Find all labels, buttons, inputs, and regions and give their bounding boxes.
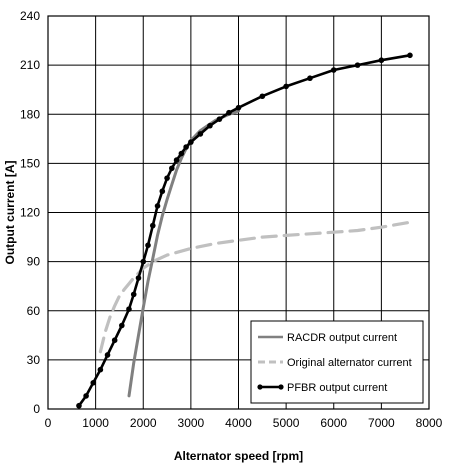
- x-tick-label: 7000: [368, 416, 395, 430]
- y-tick-label: 150: [20, 156, 40, 170]
- data-point: [216, 116, 223, 122]
- data-point: [183, 144, 189, 150]
- data-point: [173, 157, 180, 163]
- data-point: [169, 165, 175, 172]
- x-tick-labels: 0 1000 2000 3000 4000 5000 6000 7000 8000: [45, 416, 443, 430]
- plot-frame: [47, 15, 430, 410]
- x-tick-label: 5000: [273, 416, 300, 430]
- legend-label: Original alternator current: [287, 357, 412, 369]
- y-tick-label: 120: [20, 206, 40, 220]
- data-point: [207, 122, 213, 129]
- x-tick-label: 1000: [82, 416, 109, 430]
- legend-box: [250, 320, 424, 404]
- y-tick-label: 90: [27, 255, 41, 269]
- legend: RACDR output current Original alternator …: [250, 320, 424, 404]
- data-point: [283, 83, 289, 90]
- y-tick-label: 60: [27, 304, 41, 318]
- data-point: [76, 402, 82, 409]
- data-point: [83, 393, 89, 399]
- series-group: [76, 52, 413, 409]
- data-point: [330, 67, 337, 73]
- data-point: [407, 52, 413, 59]
- x-tick-label: 8000: [416, 416, 443, 430]
- legend-items: RACDR output current Original alternator …: [257, 332, 412, 394]
- x-tick-label: 4000: [225, 416, 252, 430]
- legend-label: RACDR output current: [287, 332, 397, 344]
- data-point: [135, 275, 142, 281]
- x-tick-label: 6000: [320, 416, 347, 430]
- data-point: [104, 352, 111, 358]
- y-tick-labels: 0 30 60 90 120 150 180 210 240: [20, 9, 40, 416]
- data-point: [145, 242, 151, 249]
- data-point: [130, 291, 137, 298]
- data-point: [164, 175, 170, 181]
- data-point: [188, 139, 194, 145]
- y-axis-title: Output current [A]: [3, 161, 17, 265]
- series-line: [127, 109, 240, 398]
- data-point: [354, 62, 361, 68]
- x-axis-title: Alternator speed [rpm]: [174, 449, 303, 463]
- series-line: [98, 220, 412, 354]
- data-point: [149, 222, 156, 229]
- legend-marker: [257, 384, 263, 390]
- data-point: [235, 104, 242, 111]
- y-tick-label: 180: [20, 107, 40, 121]
- data-point: [119, 322, 125, 329]
- legend-label: PFBR output current: [287, 382, 387, 394]
- data-point: [97, 366, 104, 373]
- data-point: [140, 258, 147, 265]
- data-point: [178, 150, 185, 157]
- data-point: [259, 93, 266, 100]
- data-point: [111, 337, 118, 344]
- x-tick-label: 0: [45, 416, 52, 430]
- y-tick-label: 210: [20, 58, 40, 72]
- y-tick-label: 0: [33, 402, 40, 416]
- data-point: [126, 306, 132, 312]
- data-point: [197, 131, 204, 137]
- x-tick-label: 3000: [178, 416, 205, 430]
- y-tick-label: 240: [20, 9, 40, 23]
- legend-marker: [278, 384, 284, 390]
- data-point: [226, 109, 232, 116]
- data-point: [159, 188, 166, 195]
- y-tick-label: 30: [27, 353, 41, 367]
- x-tick-label: 2000: [130, 416, 157, 430]
- data-point: [90, 380, 97, 386]
- data-point: [154, 203, 161, 209]
- data-point: [307, 75, 313, 82]
- data-point: [378, 57, 385, 64]
